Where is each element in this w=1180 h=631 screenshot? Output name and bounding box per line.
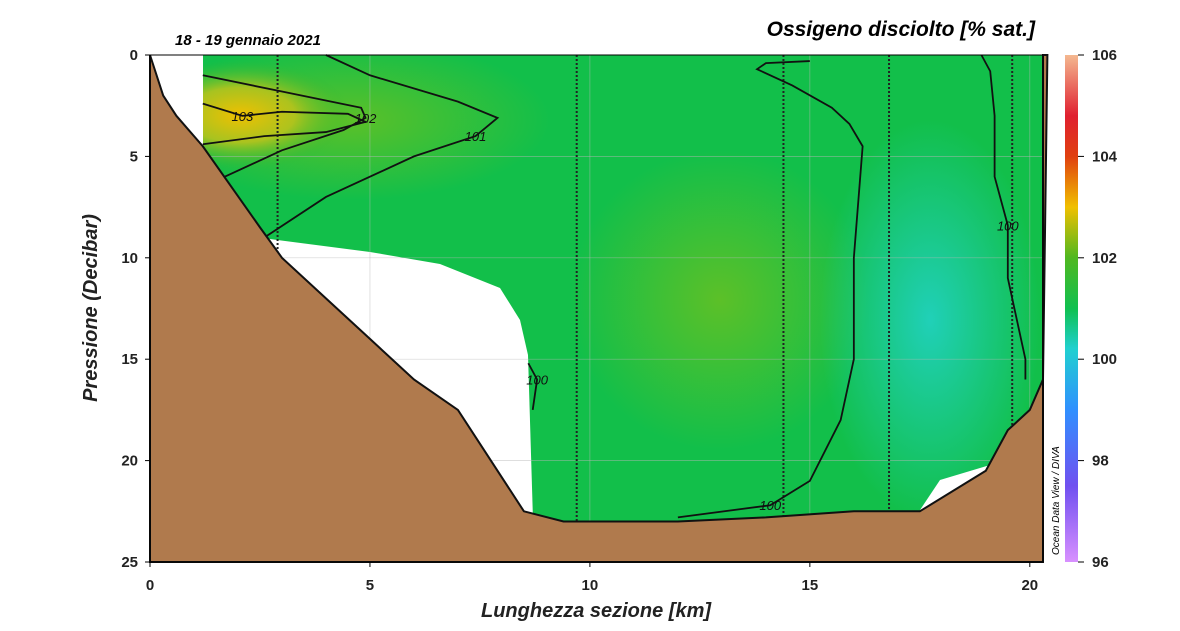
x-tick-label: 10 (582, 577, 599, 594)
contour-label: 100 (526, 372, 548, 387)
colorbar (1065, 55, 1078, 562)
contour-line (677, 60, 864, 519)
colorbar-tick-label: 98 (1092, 453, 1109, 470)
y-tick-label: 5 (130, 148, 138, 165)
credit: Ocean Data View / DIVA (1051, 446, 1062, 555)
colorbar-tick-label: 102 (1092, 250, 1117, 267)
contour-label: 101 (465, 129, 487, 144)
chart-title: Ossigeno disciolto [% sat.] (767, 18, 1036, 41)
colorbar-tick-label: 104 (1092, 148, 1118, 165)
colorbar-tick-label: 106 (1092, 47, 1117, 64)
y-axis-label: Pressione (Decibar) (80, 214, 102, 402)
x-tick-label: 20 (1021, 577, 1038, 594)
x-tick-label: 5 (366, 577, 374, 594)
colorbar-tick-label: 96 (1092, 554, 1109, 571)
contour-line (202, 74, 367, 178)
contour-line (527, 362, 539, 411)
contour-line (263, 54, 500, 239)
contour-line (980, 54, 1027, 380)
y-tick-label: 10 (121, 250, 138, 267)
x-tick-label: 15 (802, 577, 819, 594)
x-axis-label: Lunghezza sezione [km] (481, 600, 712, 622)
contour-label: 102 (355, 111, 377, 126)
subtitle: 18 - 19 gennaio 2021 (175, 32, 321, 49)
contour-label: 100 (997, 218, 1019, 233)
colorbar-tick-label: 100 (1092, 351, 1117, 368)
y-tick-label: 25 (121, 554, 138, 571)
contour-line (202, 102, 369, 146)
y-tick-label: 20 (121, 453, 138, 470)
y-tick-label: 15 (121, 351, 138, 368)
contour-label: 103 (232, 109, 254, 124)
x-tick-label: 0 (146, 577, 154, 594)
plot-frame (149, 54, 1044, 563)
contour-label: 100 (759, 498, 781, 513)
y-tick-label: 0 (130, 47, 138, 64)
